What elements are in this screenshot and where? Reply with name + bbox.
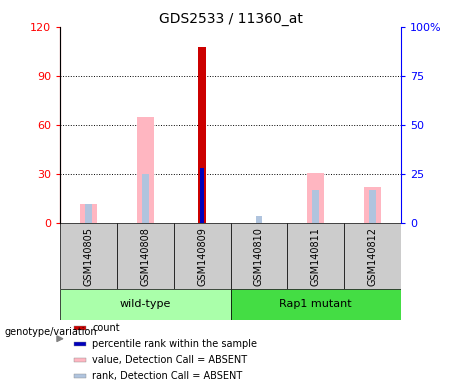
Text: GSM140809: GSM140809: [197, 227, 207, 286]
Bar: [344, 223, 401, 289]
Text: percentile rank within the sample: percentile rank within the sample: [92, 339, 257, 349]
Text: count: count: [92, 323, 120, 333]
Bar: [200, 169, 204, 223]
Bar: [369, 190, 376, 223]
Text: genotype/variation: genotype/variation: [5, 327, 97, 337]
Text: rank, Detection Call = ABSENT: rank, Detection Call = ABSENT: [92, 371, 242, 381]
Bar: [287, 223, 344, 289]
Bar: [230, 289, 401, 319]
Title: GDS2533 / 11360_at: GDS2533 / 11360_at: [159, 12, 302, 26]
Bar: [117, 223, 174, 289]
Bar: [60, 289, 230, 319]
Bar: [80, 204, 97, 223]
Bar: [174, 223, 230, 289]
Bar: [60, 223, 117, 289]
Text: Rap1 mutant: Rap1 mutant: [279, 299, 352, 309]
Bar: [198, 46, 206, 223]
Text: GSM140811: GSM140811: [311, 227, 321, 286]
Bar: [255, 215, 262, 223]
Text: wild-type: wild-type: [119, 299, 171, 309]
Text: GSM140812: GSM140812: [367, 227, 378, 286]
Bar: [307, 173, 324, 223]
Bar: [74, 358, 86, 362]
Text: GSM140808: GSM140808: [140, 227, 150, 286]
Bar: [74, 342, 86, 346]
Text: value, Detection Call = ABSENT: value, Detection Call = ABSENT: [92, 355, 248, 365]
Bar: [142, 174, 148, 223]
Text: GSM140805: GSM140805: [83, 227, 94, 286]
Bar: [85, 204, 92, 223]
Text: GSM140810: GSM140810: [254, 227, 264, 286]
Bar: [74, 326, 86, 330]
Bar: [364, 187, 381, 223]
Bar: [74, 374, 86, 378]
Bar: [136, 117, 154, 223]
Bar: [230, 223, 287, 289]
Bar: [313, 190, 319, 223]
